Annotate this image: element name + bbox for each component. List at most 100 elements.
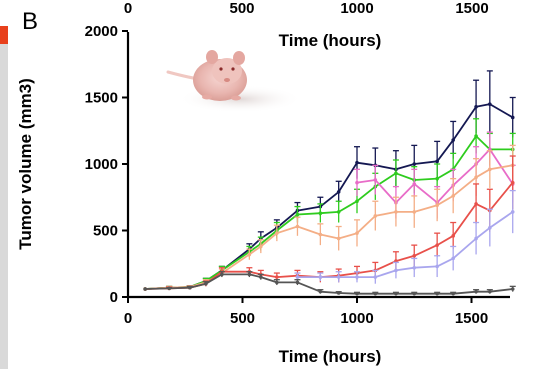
series-6-point-6 [412,265,417,270]
series-6-point-4 [373,275,378,279]
series-1-point-15 [435,159,439,164]
series-2-line [145,135,513,290]
series-2-point-13 [394,171,398,176]
series-7-point-9 [318,289,323,294]
series-3-point-0 [355,180,359,185]
x-axis-title: Time (hours) [279,347,382,366]
series-7-point-15 [435,291,439,296]
series-5 [143,155,516,291]
panel-label: B [22,8,39,35]
y-tick-label-2000: 2000 [85,23,118,40]
series-7-point-11 [355,291,359,296]
series-6-point-3 [355,275,359,279]
series-4-point-11 [355,231,359,235]
series-6-line [297,211,514,278]
series-7-point-3 [204,281,208,286]
series-2 [143,118,516,291]
series-7-point-16 [451,291,455,296]
series-4-point-12 [373,214,378,218]
series-4-point-14 [412,210,417,214]
series-4-point-16 [451,194,455,198]
series-1-point-17 [474,105,478,109]
x-tick-label-1500: 1500 [455,310,488,327]
series-2-point-11 [355,199,359,204]
series-7-point-2 [188,285,192,290]
series-5-point-19 [510,180,515,185]
series-5-point-14 [412,253,417,258]
series-7-point-14 [412,291,417,296]
y-tick-label-1500: 1500 [85,90,118,107]
series-1-point-14 [412,162,417,166]
series-7-line [145,273,513,295]
top-tick-label-1500: 1500 [455,0,488,17]
series-7-point-1 [167,286,172,291]
top-tick-label-500: 500 [229,0,254,17]
series-1-point-18 [488,102,492,106]
series-6-point-0 [295,275,300,279]
side-strip-accent [0,26,8,44]
series-2-point-15 [435,176,439,181]
series-3-point-3 [412,182,417,186]
x-tick-label-0: 0 [124,310,132,327]
series-2-point-10 [336,210,341,214]
series-4-point-8 [295,224,300,229]
x-tick-label-500: 500 [230,310,255,327]
top-axis-strip: 0 500 1000 1500 Time (hours) [124,0,489,50]
series-6-point-8 [451,256,455,261]
y-axis-ticks: 0 500 1000 1500 2000 [85,23,128,306]
series-7 [143,271,516,296]
series-6-point-10 [488,226,492,230]
top-tick-label-1000: 1000 [340,0,373,17]
series-5-point-16 [451,234,455,238]
series-4-point-18 [488,167,492,172]
series-4-point-6 [259,244,263,249]
series-7-point-10 [336,291,341,295]
series-1-point-10 [336,190,341,194]
series-5-point-17 [474,202,478,206]
series-6-point-2 [336,275,341,279]
series-7-point-19 [510,287,515,291]
series-4-point-15 [435,203,439,208]
series-4-point-17 [474,175,478,180]
series-7-point-12 [373,291,378,296]
series-2-point-8 [295,212,300,217]
y-tick-label-1000: 1000 [85,156,118,173]
series-5-point-15 [435,243,439,247]
series-4-line [145,164,513,290]
series-layer [143,70,516,296]
series-6-point-9 [474,236,478,241]
series-2-point-9 [318,211,323,216]
mouse-photo-icon [166,50,302,113]
series-6-point-7 [435,264,439,269]
series-7-point-0 [143,287,147,291]
series-7-point-7 [275,280,279,285]
series-7-point-4 [220,272,224,277]
series-7-point-17 [474,289,478,294]
series-6-point-11 [510,210,515,214]
series-1-point-16 [451,138,455,142]
series-7-point-8 [295,280,300,285]
series-4-point-9 [318,232,323,237]
series-4 [143,144,516,291]
top-tick-label-0: 0 [124,0,132,17]
series-1-point-11 [355,160,359,165]
y-axis-title: Tumor volume (mm3) [16,78,35,250]
x-axis-ticks: 0 500 1000 1500 [124,297,488,327]
series-2-point-17 [474,134,478,138]
series-7-point-18 [488,289,492,294]
series-6 [294,189,516,284]
series-5-point-7 [275,275,279,279]
series-1-point-19 [510,115,515,120]
series-4-point-10 [336,236,341,241]
series-6-point-5 [394,268,398,273]
series-1-line [145,103,514,290]
series-3-point-1 [373,178,378,182]
series-7-point-5 [247,272,252,277]
y-tick-label-500: 500 [93,223,118,240]
side-strip [0,44,8,369]
series-7-point-6 [259,275,263,279]
series-4-point-5 [247,252,252,257]
series-7-point-13 [394,291,398,296]
x-tick-label-1000: 1000 [340,310,373,327]
